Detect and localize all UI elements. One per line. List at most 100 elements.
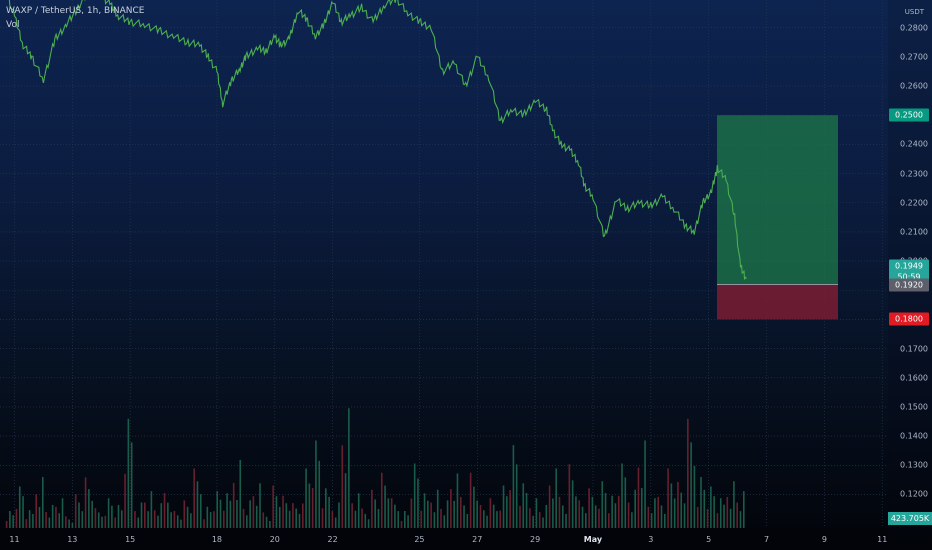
volume-bar <box>84 477 87 528</box>
volume-bar <box>348 408 350 528</box>
volume-bar <box>433 512 436 528</box>
volume-bar <box>173 511 176 528</box>
volume-bar <box>25 519 28 528</box>
volume-bar <box>298 513 301 528</box>
volume-bar <box>509 490 511 528</box>
volume-bar <box>308 483 311 528</box>
volume-legend[interactable]: Vol <box>6 20 20 30</box>
volume-bar <box>94 508 97 528</box>
volume-bar <box>32 513 34 528</box>
entry-price-tag: 0.1920 <box>889 278 929 292</box>
volume-bar <box>677 481 679 528</box>
volume-bar <box>463 505 465 528</box>
volume-bar <box>407 515 409 528</box>
volume-bar <box>222 510 225 528</box>
volume-bar <box>153 510 156 528</box>
volume-bar <box>216 491 219 528</box>
time-tick-label: 13 <box>67 535 78 544</box>
price-tick-label: 0.2400 <box>900 139 928 149</box>
volume-bar <box>410 498 413 528</box>
price-tick-label: 0.2100 <box>900 227 928 237</box>
volume-bar <box>371 489 373 528</box>
time-tick-label: 25 <box>414 535 425 544</box>
volume-bar <box>670 483 673 528</box>
volume-bar <box>430 502 432 528</box>
volume-bar <box>512 445 515 528</box>
volume-bar <box>272 485 274 528</box>
volume-bar <box>12 515 14 528</box>
volume-bar <box>443 515 446 528</box>
volume-bar <box>397 511 400 528</box>
volume-bar <box>203 519 205 528</box>
volume-bar <box>325 488 327 528</box>
price-tick-label: 0.1300 <box>900 460 928 470</box>
volume-bar <box>334 517 337 528</box>
volume-bar <box>489 498 492 528</box>
volume-bar <box>55 506 57 528</box>
volume-bar <box>499 510 502 528</box>
volume-bar <box>581 506 584 528</box>
volume-bar <box>41 477 44 528</box>
volume-bar <box>288 510 291 528</box>
time-tick-label: 20 <box>269 535 280 544</box>
volume-bar <box>367 519 370 528</box>
volume-bar <box>249 500 251 528</box>
volume-bar <box>726 496 729 528</box>
volume-bar <box>706 509 709 528</box>
volume-bar <box>81 511 84 528</box>
price-chart[interactable] <box>0 0 888 528</box>
volume-bar <box>420 510 423 528</box>
price-line <box>8 0 747 280</box>
volume-bar <box>269 521 271 528</box>
volume-bar <box>341 445 344 528</box>
volume-bar <box>252 496 255 528</box>
volume-bar <box>101 516 103 528</box>
volume-bar <box>48 517 51 528</box>
price-tick-label: 0.2200 <box>900 198 928 208</box>
volume-bar <box>318 460 321 528</box>
volume-bar <box>45 512 47 528</box>
time-tick-label: 11 <box>9 535 20 544</box>
volume-bar <box>660 505 663 528</box>
volume-bar <box>338 502 340 528</box>
volume-bar <box>736 502 738 528</box>
volume-bar <box>624 477 627 528</box>
volume-bar <box>522 483 525 528</box>
volume-bar <box>492 504 495 528</box>
volume-bar <box>552 498 554 528</box>
volume-bar <box>311 487 314 528</box>
volume-bar <box>282 495 284 528</box>
volume-bar <box>285 503 288 528</box>
volume-bar <box>621 463 623 528</box>
volume-bar <box>588 488 590 528</box>
loss-zone <box>717 284 838 320</box>
time-tick-label: 27 <box>472 535 483 544</box>
volume-bar <box>226 493 228 528</box>
volume-bar <box>91 500 93 528</box>
volume-bar <box>114 517 116 528</box>
volume-bar <box>710 486 712 528</box>
volume-bar <box>229 500 232 528</box>
volume-bar <box>328 496 330 528</box>
volume-bar <box>167 502 169 528</box>
volume-bar <box>403 511 406 528</box>
volume-bar <box>535 498 538 528</box>
volume-bar <box>729 508 732 528</box>
volume-bar <box>344 473 347 528</box>
price-axis[interactable]: USDT 0.2800 0.2700 0.2600 0.2400 0.2300 0.220… <box>888 0 932 550</box>
volume-bar <box>634 489 636 528</box>
volume-bar <box>627 502 630 528</box>
volume-bar <box>515 464 518 528</box>
volume-bar <box>482 510 485 528</box>
volume-bar <box>380 472 383 528</box>
volume-bar <box>631 512 633 528</box>
price-tick-label: 0.1400 <box>900 431 928 441</box>
volume-bar <box>703 489 706 528</box>
time-axis[interactable]: 11 13 15 18 20 22 25 27 29 May 3 5 7 9 11 <box>0 528 888 550</box>
time-tick-label: 9 <box>821 535 827 544</box>
symbol-legend[interactable]: WAXP / TetherUS, 1h, BINANCE <box>6 6 145 16</box>
volume-bar <box>657 496 660 528</box>
volume-bar <box>690 442 692 528</box>
volume-bar <box>265 516 268 528</box>
volume-bar <box>292 503 294 528</box>
